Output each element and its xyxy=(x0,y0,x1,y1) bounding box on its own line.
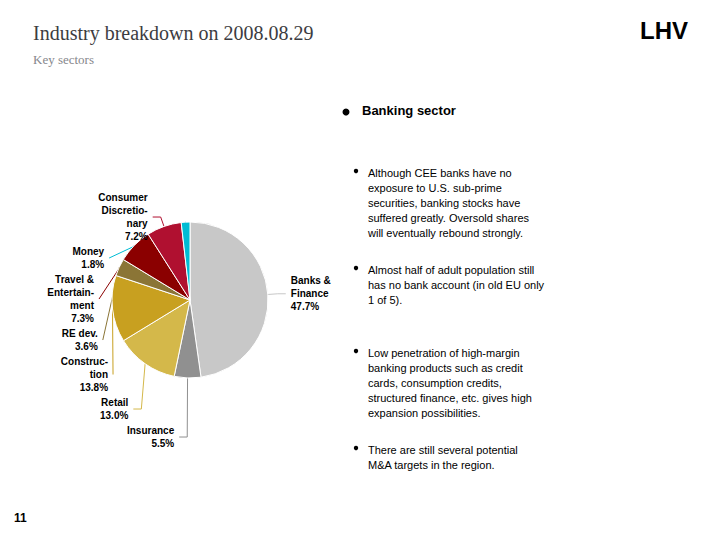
svg-text:cards, consumption credits,: cards, consumption credits, xyxy=(368,377,502,389)
svg-text:Industry breakdown on 2008.08.: Industry breakdown on 2008.08.29 xyxy=(33,22,314,45)
svg-text:has no bank account (in old EU: has no bank account (in old EU only xyxy=(368,279,545,291)
svg-text:will eventually rebound strong: will eventually rebound strongly. xyxy=(367,227,523,239)
svg-text:Key sectors: Key sectors xyxy=(33,52,94,67)
svg-text:Banking sector: Banking sector xyxy=(362,103,456,118)
svg-text:M&A targets in the region.: M&A targets in the region. xyxy=(368,459,495,471)
svg-text:1.8%: 1.8% xyxy=(81,259,104,270)
svg-text:suffered greatly. Oversold sha: suffered greatly. Oversold shares xyxy=(368,212,530,224)
svg-text:5.5%: 5.5% xyxy=(151,438,174,449)
svg-text:RE dev.: RE dev. xyxy=(62,328,98,339)
svg-text:Retail: Retail xyxy=(101,397,128,408)
svg-text:13.0%: 13.0% xyxy=(100,410,128,421)
svg-text:LHV: LHV xyxy=(640,17,688,44)
svg-text:securities, banking stocks hav: securities, banking stocks have xyxy=(368,197,520,209)
svg-text:Discretio-: Discretio- xyxy=(102,205,148,216)
svg-text:Insurance: Insurance xyxy=(127,425,175,436)
svg-text:Banks &: Banks & xyxy=(291,275,331,286)
svg-text:Entertain-: Entertain- xyxy=(47,287,94,298)
svg-text:Low penetration of high-margin: Low penetration of high-margin xyxy=(368,347,520,359)
svg-text:banking products such as credi: banking products such as credit xyxy=(368,362,523,374)
svg-text:Finance: Finance xyxy=(291,288,329,299)
svg-text:Travel &: Travel & xyxy=(55,274,94,285)
svg-text:tion: tion xyxy=(90,369,108,380)
svg-text:Consumer: Consumer xyxy=(98,192,148,203)
svg-text:Construc-: Construc- xyxy=(61,356,108,367)
svg-text:13.8%: 13.8% xyxy=(80,382,108,393)
svg-text:nary: nary xyxy=(127,218,149,229)
svg-text:47.7%: 47.7% xyxy=(291,301,319,312)
svg-text:Although CEE banks have no: Although CEE banks have no xyxy=(368,167,512,179)
svg-text:Money: Money xyxy=(72,246,104,257)
svg-text:ment: ment xyxy=(70,300,95,311)
svg-text:Almost half of adult populatio: Almost half of adult population still xyxy=(368,264,534,276)
svg-text:7.2%: 7.2% xyxy=(125,231,148,242)
svg-text:expansion possibilities.: expansion possibilities. xyxy=(368,407,481,419)
svg-text:1 of 5).: 1 of 5). xyxy=(368,294,402,306)
svg-text:7.3%: 7.3% xyxy=(71,313,94,324)
svg-text:exposure to U.S. sub-prime: exposure to U.S. sub-prime xyxy=(368,182,502,194)
svg-text:structured finance, etc. gives: structured finance, etc. gives high xyxy=(368,392,532,404)
svg-text:3.6%: 3.6% xyxy=(75,341,98,352)
svg-text:There are still several potent: There are still several potential xyxy=(368,444,518,456)
svg-text:11: 11 xyxy=(14,511,27,525)
